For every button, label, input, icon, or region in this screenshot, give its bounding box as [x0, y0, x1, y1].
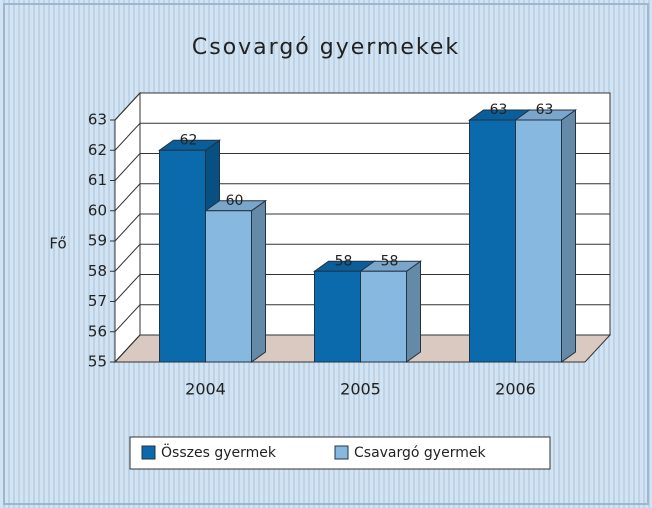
frame: [3, 3, 649, 505]
data-label: 58: [335, 253, 353, 269]
bar: [205, 210, 252, 363]
grid-line: [114, 304, 610, 333]
legend: Összes gyermek Csavargó gyermek: [129, 436, 551, 470]
data-label: 60: [226, 193, 244, 209]
grid-line: [114, 122, 610, 151]
bar: [314, 270, 361, 363]
data-label: 62: [180, 132, 198, 148]
y-tick-label: 59: [88, 232, 107, 250]
x-tick-label: 2004: [185, 380, 226, 399]
bar-side: [251, 199, 266, 363]
bar: [515, 119, 562, 363]
y-tick-label: 61: [88, 171, 107, 189]
legend-label: Csavargó gyermek: [354, 445, 486, 461]
bar: [360, 270, 407, 363]
bar: [469, 119, 516, 363]
grid-line: [114, 213, 610, 242]
y-tick-label: 56: [88, 322, 107, 340]
y-axis-label: Fő: [49, 235, 66, 253]
y-tick-label: 63: [88, 111, 107, 129]
grid-line: [114, 92, 610, 121]
y-tick-label: 62: [88, 141, 107, 159]
grid-line: [114, 153, 610, 181]
data-label: 63: [536, 102, 554, 118]
x-tick-label: 2006: [495, 380, 536, 399]
legend-label: Összes gyermek: [161, 443, 277, 461]
bar-side: [406, 260, 421, 363]
grid-line: [114, 274, 610, 302]
x-tick-label: 2005: [340, 380, 381, 399]
data-label: 58: [381, 253, 399, 269]
y-tick-label: 55: [88, 353, 107, 371]
bar-side: [561, 109, 576, 363]
y-tick-label: 58: [88, 262, 107, 280]
grid-line: [114, 334, 610, 363]
legend-swatch: [334, 445, 349, 460]
grid-line: [114, 183, 610, 212]
y-tick-label: 60: [88, 201, 107, 219]
legend-swatch: [141, 445, 156, 460]
chart-title: Csovargó gyermekek: [192, 35, 460, 60]
grid-line: [114, 243, 610, 272]
bar: [159, 149, 206, 363]
y-tick-label: 57: [88, 292, 107, 310]
data-label: 63: [490, 102, 508, 118]
